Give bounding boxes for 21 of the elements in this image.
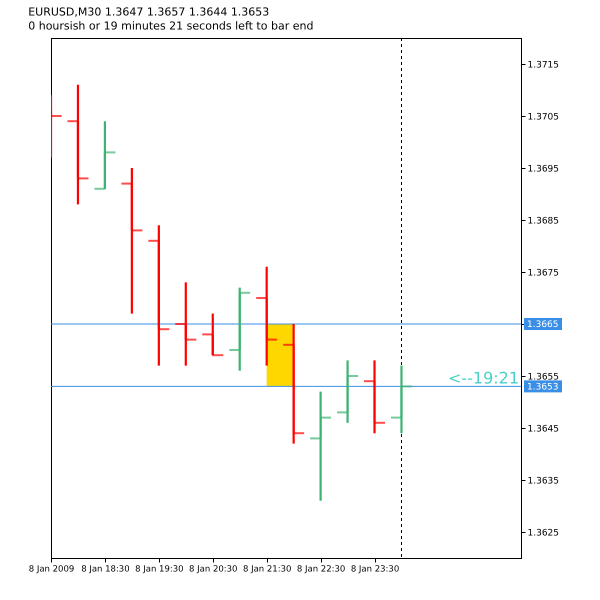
y-tick-label: 1.3695 — [528, 164, 559, 174]
y-tick-label: 1.3635 — [528, 476, 559, 486]
chart-title: EURUSD,M30 1.3647 1.3657 1.3644 1.3653 — [28, 6, 270, 18]
x-tick-label: 8 Jan 21:30 — [242, 564, 292, 574]
y-tick-label: 1.3675 — [528, 268, 559, 278]
x-tick-label: 8 Jan 22:30 — [296, 564, 346, 574]
annotation: <--19:21 — [448, 368, 519, 388]
ref-line-label: 1.3665 — [527, 320, 558, 330]
chart-subtitle: 0 hoursish or 19 minutes 21 seconds left to bar end — [28, 20, 314, 32]
y-tick-label: 1.3645 — [528, 424, 559, 434]
y-tick-label: 1.3715 — [528, 60, 559, 70]
y-tick-label: 1.3705 — [528, 112, 559, 122]
x-tick-label: 8 Jan 23:30 — [350, 564, 400, 574]
ref-line-label: 1.3653 — [527, 382, 558, 392]
x-tick-label: 8 Jan 2009 — [28, 564, 74, 574]
x-tick-label: 8 Jan 19:30 — [135, 564, 184, 574]
y-tick-label: 1.3655 — [528, 372, 559, 382]
x-tick-label: 8 Jan 18:30 — [81, 564, 130, 574]
x-tick-label: 8 Jan 20:30 — [189, 564, 238, 574]
y-tick-label: 1.3625 — [528, 528, 559, 538]
y-tick-label: 1.3685 — [528, 216, 559, 226]
